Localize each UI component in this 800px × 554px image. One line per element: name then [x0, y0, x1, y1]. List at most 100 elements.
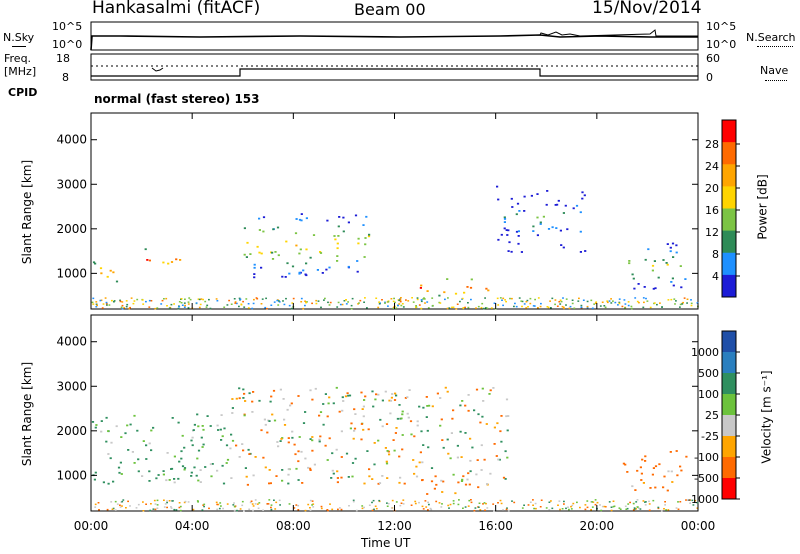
- power-cell: [525, 307, 528, 309]
- velocity-cell: [297, 504, 300, 507]
- velocity-cell: [230, 477, 233, 479]
- velocity-cell: [181, 434, 184, 437]
- velocity-cell: [431, 405, 434, 408]
- velocity-cell: [696, 507, 699, 509]
- power-cell: [253, 263, 256, 266]
- velocity-cell: [145, 503, 147, 505]
- power-cell: [399, 298, 402, 301]
- velocity-cell: [482, 503, 484, 505]
- power-cell: [247, 303, 250, 305]
- power-cell: [426, 301, 429, 303]
- power-cell: [550, 307, 552, 309]
- power-cell: [419, 287, 422, 289]
- power-cell: [288, 304, 291, 307]
- power-cell: [558, 301, 561, 303]
- velocity-cell: [162, 473, 165, 476]
- power-cell: [532, 225, 535, 228]
- velocity-cell: [341, 396, 344, 399]
- velocity-cell: [604, 506, 607, 508]
- velocity-cell: [486, 483, 489, 486]
- power-cell: [487, 289, 490, 292]
- power-cell: [642, 306, 645, 309]
- velocity-cell: [165, 479, 168, 482]
- power-cell: [306, 301, 308, 303]
- power-cell: [258, 217, 261, 220]
- power-cell: [565, 304, 567, 306]
- velocity-cell: [361, 505, 364, 507]
- power-cell: [502, 304, 504, 307]
- power-cell: [142, 303, 145, 305]
- power-cell: [529, 297, 532, 300]
- cpid-text: normal (fast stereo) 153: [94, 92, 260, 106]
- power-cell: [523, 210, 526, 212]
- power-cell: [113, 301, 115, 303]
- power-cell: [546, 190, 549, 192]
- velocity-cell: [93, 478, 96, 481]
- velocity-cell: [137, 458, 140, 461]
- velocity-cell: [636, 499, 639, 501]
- velocity-cell: [434, 475, 437, 478]
- power-cell: [162, 261, 165, 264]
- velocity-cell: [395, 501, 398, 503]
- power-cell: [378, 301, 380, 303]
- power-cell: [523, 195, 526, 198]
- velocity-cell: [264, 423, 267, 426]
- power-cell: [183, 306, 186, 308]
- power-cell: [562, 306, 565, 309]
- power-cell: [125, 305, 128, 308]
- power-cell: [464, 307, 466, 309]
- velocity-cell: [418, 501, 420, 504]
- power-cell: [255, 297, 258, 299]
- velocity-cell: [290, 402, 293, 405]
- power-cell: [420, 284, 423, 287]
- power-cell: [233, 298, 236, 300]
- power-cell: [628, 262, 631, 265]
- velocity-cell: [368, 475, 371, 478]
- power-cell: [462, 307, 465, 310]
- y-tick-label: 1000: [56, 468, 87, 482]
- power-cell: [539, 305, 542, 308]
- power-cell: [350, 304, 353, 307]
- power-cell: [305, 248, 308, 251]
- velocity-cell: [258, 399, 261, 402]
- power-cell: [671, 242, 675, 245]
- power-cell: [411, 297, 413, 299]
- velocity-cell: [386, 505, 389, 507]
- power-cell: [357, 242, 360, 245]
- velocity-cell: [409, 420, 413, 423]
- power-cell: [586, 306, 589, 309]
- power-cell: [136, 298, 139, 301]
- velocity-cell: [591, 501, 593, 503]
- velocity-cell: [297, 450, 300, 453]
- colorbar-swatch: [722, 457, 736, 479]
- colorbar-tick-label: -1000: [687, 493, 719, 506]
- velocity-cell: [229, 447, 232, 450]
- velocity-cell: [521, 507, 524, 509]
- velocity-cell: [533, 507, 535, 510]
- velocity-cell: [572, 502, 575, 505]
- power-cell: [256, 245, 259, 248]
- velocity-cell: [152, 508, 155, 510]
- colorbar-tick-label: -100: [694, 451, 719, 464]
- velocity-cell: [398, 404, 401, 406]
- power-cell: [400, 297, 402, 299]
- velocity-cell: [115, 425, 118, 428]
- power-cell: [216, 300, 219, 302]
- power-cell: [148, 306, 151, 308]
- power-cell: [337, 235, 340, 237]
- velocity-cell: [119, 461, 122, 464]
- velocity-cell: [345, 452, 349, 455]
- velocity-cell: [206, 415, 209, 417]
- velocity-cell: [267, 503, 270, 505]
- power-cell: [446, 278, 449, 280]
- power-cell: [461, 298, 463, 300]
- power-cell: [431, 305, 434, 307]
- power-cell: [285, 240, 288, 243]
- power-cell: [423, 298, 426, 300]
- power-cell: [402, 306, 405, 308]
- power-cell: [696, 302, 699, 304]
- velocity-cell: [373, 508, 375, 511]
- power-cell: [132, 302, 135, 305]
- power-cell: [526, 299, 529, 302]
- power-cell: [337, 301, 340, 304]
